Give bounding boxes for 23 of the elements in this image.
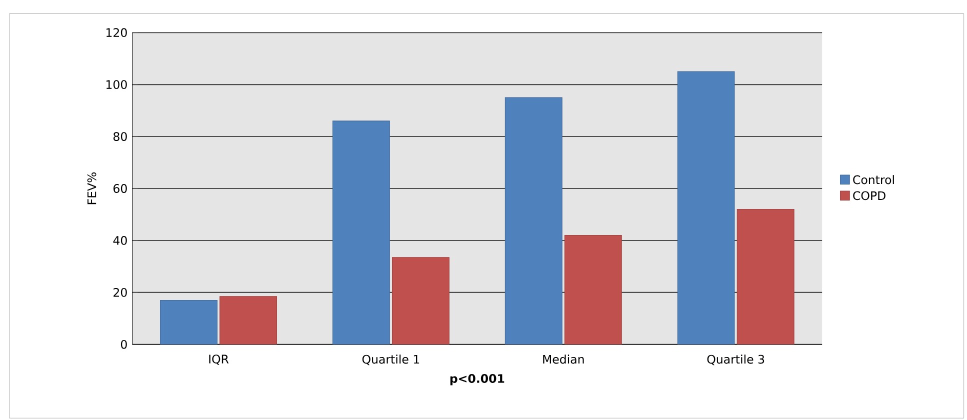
bar (736, 209, 794, 344)
legend-label: COPD (853, 191, 886, 200)
y-tick-label: 60 (114, 184, 127, 193)
y-tick-label: 80 (113, 132, 127, 141)
y-tick-label: 40 (113, 236, 127, 245)
bar (332, 120, 390, 344)
x-tick-label: Median (543, 354, 584, 364)
legend-label: Control (853, 175, 894, 184)
y-tick-label: 100 (106, 80, 127, 90)
y-tick-label: 120 (106, 28, 127, 38)
bar (504, 97, 562, 344)
y-axis-title: FEV% (87, 172, 96, 204)
bar (160, 300, 218, 344)
x-tick-label: IQR (209, 354, 229, 365)
x-axis-title: p<0.001 (450, 374, 504, 386)
bar (677, 71, 735, 344)
bar (564, 235, 622, 344)
y-tick-label: 0 (120, 340, 127, 349)
x-tick-label: Quartile 3 (707, 354, 764, 366)
bar (392, 257, 450, 344)
y-tick-label: 20 (114, 288, 127, 297)
x-tick-label: Quartile 1 (362, 354, 420, 366)
bar (220, 296, 277, 344)
